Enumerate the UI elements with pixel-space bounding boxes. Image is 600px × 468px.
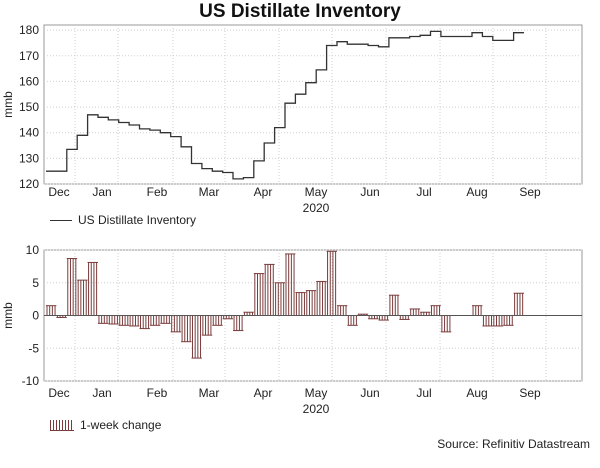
x-tick-label: Dec [48, 386, 69, 400]
x-tick-label: Feb [147, 386, 168, 400]
x-axis-label: 2020 [303, 402, 330, 416]
bar-weekly-change [87, 261, 98, 316]
bar-swatch-icon [50, 420, 74, 432]
x-tick-label: Feb [147, 185, 168, 199]
x-tick-label: Dec [48, 185, 69, 199]
bar-weekly-change [77, 279, 88, 316]
bar-weekly-change [160, 315, 171, 324]
x-axis-label: 2020 [303, 201, 330, 215]
bar-weekly-change [388, 294, 400, 316]
x-tick-label: May [305, 386, 328, 400]
y-tick-label: 160 [19, 74, 39, 88]
x-tick-label: Apr [254, 185, 273, 199]
bar-weekly-change [326, 250, 337, 316]
bar-weekly-change [253, 273, 265, 316]
bar-weekly-change [513, 292, 524, 316]
bar-weekly-change [285, 253, 296, 316]
bar-weekly-change [149, 315, 161, 326]
bar-weekly-change [295, 292, 306, 316]
bar-weekly-change [108, 315, 119, 325]
bar-weekly-change [139, 315, 150, 330]
bar-weekly-change [305, 290, 317, 316]
y-tick-label: 0 [32, 309, 39, 323]
x-tick-label: Jan [92, 185, 111, 199]
plot-frame [43, 24, 583, 185]
bar-weekly-change [378, 315, 389, 321]
y-axis-label: mmb [1, 91, 15, 118]
inventory-legend-label: US Distillate Inventory [78, 213, 197, 227]
inventory-line [46, 30, 524, 180]
y-tick-label: -10 [22, 374, 40, 388]
bar-weekly-change [503, 315, 514, 326]
y-tick-label: 140 [19, 126, 39, 140]
x-tick-label: Sep [519, 185, 541, 199]
x-tick-label: Jul [416, 185, 431, 199]
bar-weekly-change [97, 315, 109, 324]
inventory-chart-panel: 120 130 140 150 160 170 180 Dec Jan Feb Mar Apr May J… [1, 23, 583, 215]
bar-weekly-change [492, 315, 504, 327]
bar-weekly-change [118, 315, 130, 326]
y-tick-label: 130 [19, 151, 39, 165]
x-tick-label: Mar [199, 386, 220, 400]
chart-title: US Distillate Inventory [199, 1, 401, 22]
bar-weekly-change [46, 305, 57, 316]
y-tick-label: 10 [26, 243, 40, 257]
bar-weekly-change [170, 315, 182, 333]
bar-weekly-change [274, 282, 285, 316]
bar-weekly-change [420, 311, 431, 316]
weekly-change-legend-label: 1-week change [80, 418, 162, 432]
bar-weekly-change [129, 315, 140, 327]
y-tick-label: 180 [19, 23, 39, 37]
bar-weekly-change [399, 315, 410, 320]
bar-weekly-change [472, 305, 483, 316]
inventory-legend: US Distillate Inventory [50, 213, 196, 227]
bar-weekly-change [316, 280, 327, 316]
bar-weekly-change [181, 315, 192, 343]
bar-weekly-change [233, 315, 244, 332]
bar-weekly-change [264, 263, 275, 316]
bar-weekly-change [347, 315, 358, 326]
x-tick-label: Sep [519, 386, 541, 400]
bar-weekly-change [66, 258, 78, 316]
bar-weekly-change [191, 315, 202, 359]
bar-weekly-change [482, 315, 493, 327]
y-tick-label: 120 [19, 177, 39, 191]
x-tick-label: Aug [466, 185, 487, 199]
bar-weekly-change [430, 305, 441, 316]
y-tick-label: 170 [19, 49, 39, 63]
bar-weekly-change [222, 315, 234, 320]
source-note: Source: Refinitiv Datastream [437, 437, 590, 451]
y-tick-label: 5 [32, 276, 39, 290]
bar-weekly-change [243, 311, 254, 316]
y-tick-label: -5 [28, 341, 39, 355]
bar-weekly-change [201, 315, 213, 336]
x-tick-label: Mar [199, 185, 220, 199]
bar-weekly-change [368, 315, 379, 320]
bar-weekly-change [440, 315, 452, 333]
x-tick-label: Jun [360, 185, 379, 199]
bar-weekly-change [409, 308, 421, 316]
x-tick-label: Jul [416, 386, 431, 400]
x-tick-label: Jun [360, 386, 379, 400]
x-tick-label: Apr [254, 386, 273, 400]
bar-weekly-change [212, 315, 223, 326]
y-tick-label: 150 [19, 100, 39, 114]
weekly-change-legend: 1-week change [50, 418, 161, 432]
weekly-change-chart-panel: -10 -5 0 5 10 Dec Jan Feb Mar Apr May Jun Jul Aug Sep 2… [1, 243, 583, 416]
y-axis-label: mmb [1, 302, 15, 329]
x-tick-label: May [305, 185, 328, 199]
x-tick-label: Jan [92, 386, 111, 400]
x-tick-label: Aug [466, 386, 487, 400]
bar-weekly-change [336, 305, 348, 316]
line-swatch-icon [50, 220, 72, 222]
